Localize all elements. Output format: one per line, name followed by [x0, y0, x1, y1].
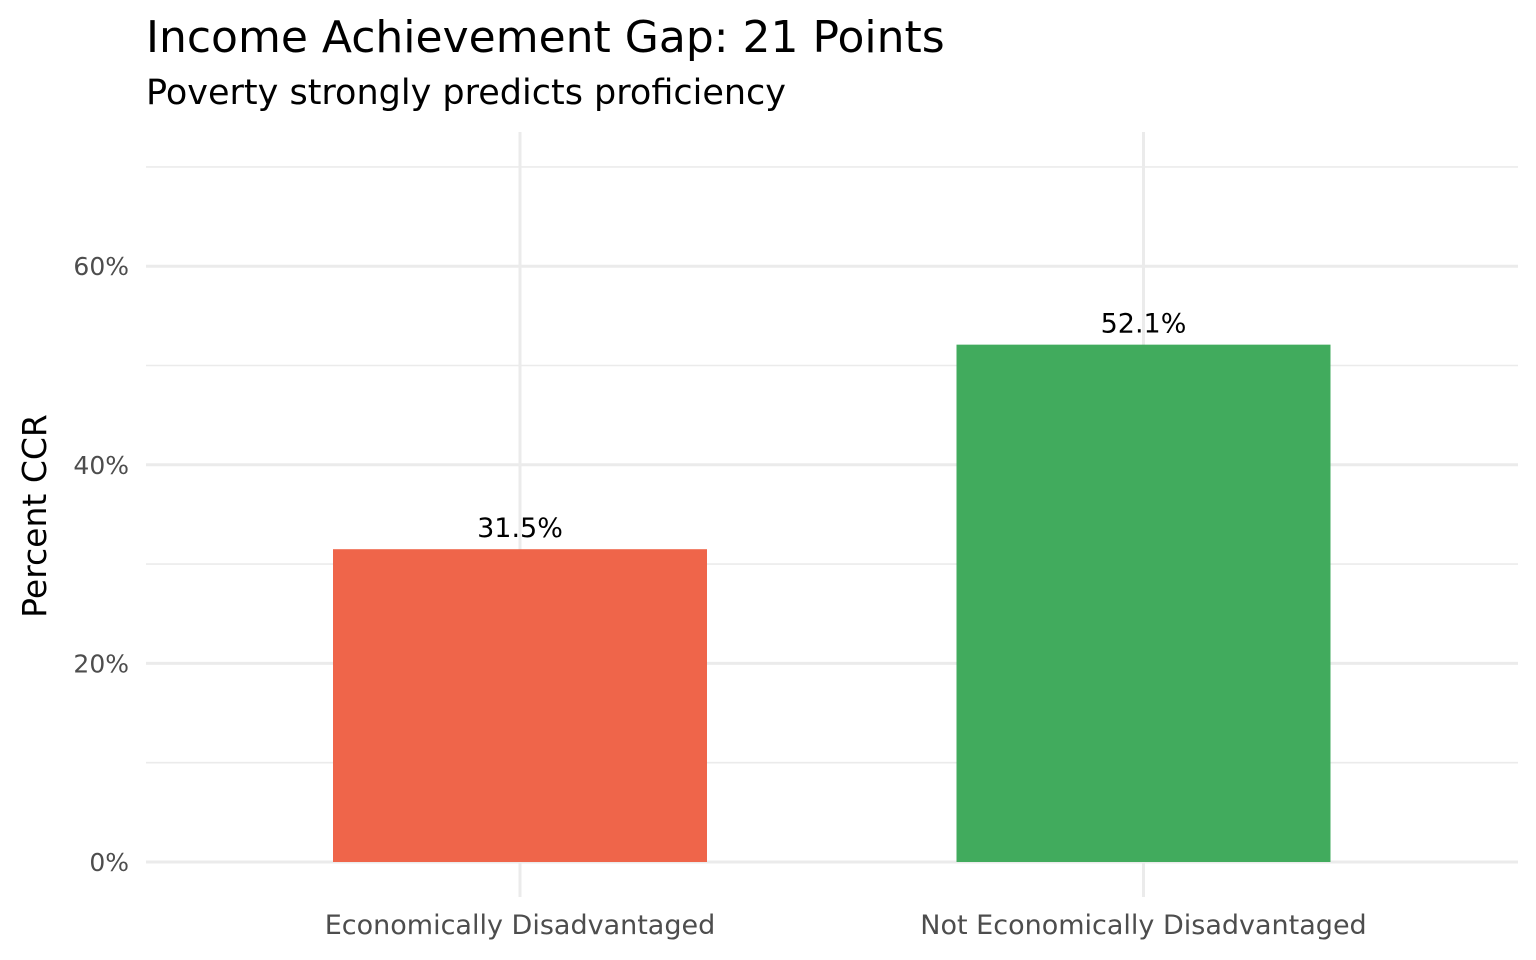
chart-title: Income Achievement Gap: 21 Points	[146, 12, 945, 63]
bar	[333, 549, 707, 862]
y-tick-label: 60%	[73, 252, 129, 281]
y-tick-label: 40%	[73, 451, 129, 480]
y-axis-ticks: 0% 20% 40% 60%	[73, 252, 129, 877]
data-label: 52.1%	[1101, 309, 1187, 340]
bars	[333, 344, 1331, 863]
x-tick-label: Not Economically Disadvantaged	[920, 910, 1366, 941]
y-tick-label: 0%	[89, 848, 129, 877]
data-label: 31.5%	[477, 513, 563, 544]
x-tick-label: Economically Disadvantaged	[325, 910, 716, 941]
y-axis-label: Percent CCR	[15, 414, 54, 618]
data-labels: 31.5% 52.1%	[477, 309, 1186, 545]
x-axis-ticks: Economically Disadvantaged Not Economical…	[325, 910, 1367, 941]
bar	[956, 344, 1331, 863]
y-tick-label: 20%	[73, 649, 129, 678]
chart-subtitle: Poverty strongly predicts proficiency	[146, 73, 786, 113]
